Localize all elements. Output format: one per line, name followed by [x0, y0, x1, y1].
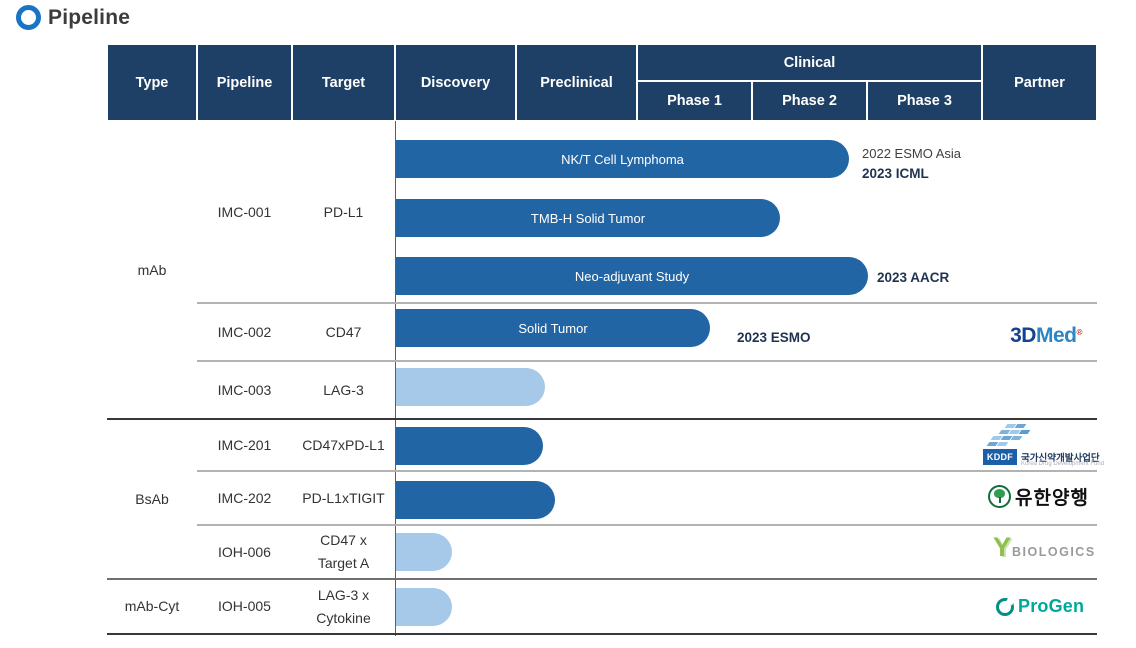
- ybiologics-name: BIOLOGICS: [1012, 544, 1096, 559]
- target-label-imc202: PD-L1xTIGIT: [302, 489, 385, 506]
- target-label-ioh005-line1: LAG-3 x: [317, 586, 370, 603]
- registered-mark: ®: [1076, 327, 1082, 337]
- group-separator-mab-bsab: [107, 418, 1097, 420]
- header-type: Type: [107, 44, 197, 121]
- target-label-ioh006-line2: Target A: [317, 554, 370, 571]
- kddf-abbr: KDDF: [983, 449, 1017, 465]
- discovery-start-gridline: [395, 121, 396, 636]
- pipeline-label-ioh006: IOH-006: [218, 543, 271, 560]
- table-bottom-border: [107, 633, 1097, 635]
- header-discovery: Discovery: [395, 44, 516, 121]
- logo-text: 3D: [1010, 324, 1036, 347]
- bar-imc001-nkt-lymphoma: NK/T Cell Lymphoma: [396, 140, 849, 178]
- type-label-mab: mAb: [137, 261, 167, 278]
- partner-logo-ybiologics: Y BIOLOGICS: [993, 532, 1096, 562]
- bar-label: Neo-adjuvant Study: [574, 268, 690, 284]
- bar-label: Solid Tumor: [518, 320, 588, 336]
- kddf-korean-name: 국가신약개발사업단: [1021, 453, 1100, 464]
- type-label-bsab: BsAb: [135, 490, 169, 507]
- page-title: Pipeline: [48, 5, 131, 29]
- type-label-mabcyt: mAb-Cyt: [124, 597, 180, 614]
- partner-logo-progen: ProGen: [996, 596, 1084, 617]
- header-target: Target: [292, 44, 395, 121]
- pipeline-label-imc001: IMC-001: [217, 203, 272, 220]
- bar-ioh005: [396, 588, 452, 626]
- bar-label: TMB-H Solid Tumor: [530, 210, 646, 226]
- partner-logo-yuhan: 유한양행: [988, 483, 1089, 510]
- annotation-aacr: 2023 AACR: [877, 270, 950, 285]
- target-label-imc201: CD47xPD-L1: [302, 436, 385, 453]
- kddf-english-name: Korea Drug Development Fund: [1021, 461, 1105, 467]
- bar-imc202: [396, 481, 555, 519]
- header-phase3: Phase 3: [867, 81, 982, 121]
- bar-label: NK/T Cell Lymphoma: [561, 151, 684, 167]
- header-pipeline: Pipeline: [197, 44, 292, 121]
- row-separator: [197, 470, 1097, 472]
- pipeline-label-ioh005: IOH-005: [218, 597, 271, 614]
- partner-logo-kddf: KDDF 국가신약개발사업단 Korea Drug Development Fu…: [983, 424, 1105, 468]
- page-title-row: Pipeline: [16, 5, 130, 30]
- bar-imc003: [396, 368, 545, 406]
- annotation-line: 2022 ESMO Asia: [862, 146, 961, 161]
- header-preclinical: Preclinical: [516, 44, 637, 121]
- bar-imc001-neo-adjuvant: Neo-adjuvant Study: [396, 257, 868, 295]
- partner-logo-3dmed: 3D Med ®: [998, 322, 1094, 350]
- row-separator: [197, 524, 1097, 526]
- row-separator: [197, 302, 1097, 304]
- header-phase1: Phase 1: [637, 81, 752, 121]
- target-label-imc001: PD-L1: [323, 203, 364, 220]
- annotation-imc001-top: 2022 ESMO Asia 2023 ICML: [862, 145, 961, 183]
- target-label-imc002: CD47: [325, 323, 362, 340]
- group-separator-bsab-mabcyt: [107, 578, 1097, 580]
- target-label-ioh006-line1: CD47 x: [320, 531, 367, 548]
- yuhan-name: 유한양행: [1015, 488, 1089, 509]
- target-label-imc003: LAG-3: [323, 381, 364, 398]
- annotation-line: 2023 ICML: [862, 165, 929, 181]
- header-clinical: Clinical: [637, 44, 982, 81]
- logo-text: Med: [1035, 324, 1077, 347]
- pipeline-label-imc201: IMC-201: [217, 436, 272, 453]
- antibody-y-icon: Y: [993, 532, 1012, 562]
- bar-imc001-tmbh-solid-tumor: TMB-H Solid Tumor: [396, 199, 780, 237]
- bar-imc201: [396, 427, 543, 465]
- header-phase2: Phase 2: [752, 81, 867, 121]
- ring-icon: [16, 5, 41, 30]
- pipeline-label-imc002: IMC-002: [217, 323, 272, 340]
- progen-name: ProGen: [1018, 596, 1085, 616]
- yuhan-tree-icon: [988, 485, 1011, 508]
- pipeline-label-imc003: IMC-003: [217, 381, 272, 398]
- target-label-ioh005-line2: Cytokine: [316, 609, 371, 626]
- pipeline-label-imc202: IMC-202: [217, 489, 272, 506]
- row-separator: [197, 360, 1097, 362]
- annotation-esmo: 2023 ESMO: [737, 330, 811, 345]
- bar-imc002-solid-tumor: Solid Tumor: [396, 309, 710, 347]
- kddf-stripes-icon: [986, 424, 1031, 448]
- bar-ioh006: [396, 533, 452, 571]
- progen-ring-icon: [996, 596, 1016, 616]
- header-partner: Partner: [982, 44, 1097, 121]
